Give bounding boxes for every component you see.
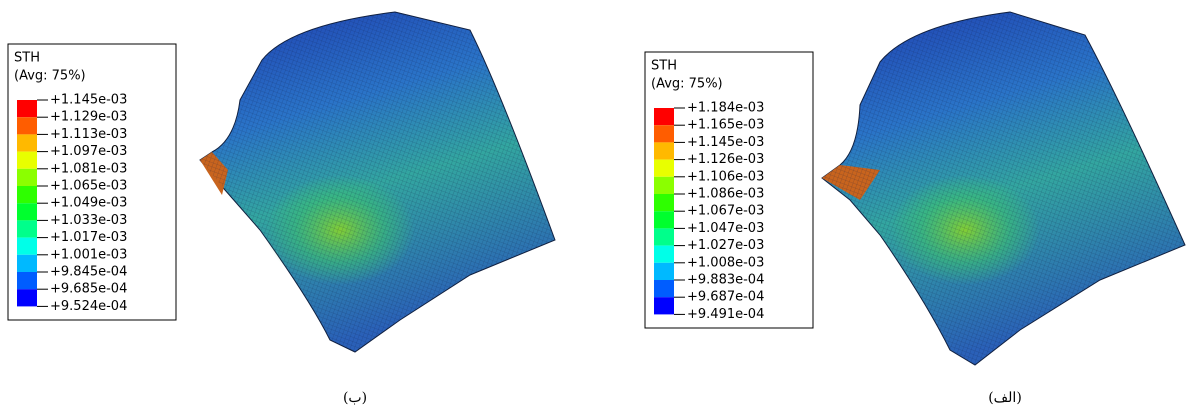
legend-label: +1.067e-03: [687, 204, 764, 219]
legend-label: +9.524e-04: [50, 299, 127, 314]
color-band: [17, 169, 37, 186]
legend-subtitle: (Avg: 75%): [14, 69, 86, 84]
color-band: [17, 272, 37, 289]
color-band: [17, 100, 37, 117]
color-band: [654, 280, 674, 297]
legend-subtitle: (Avg: 75%): [651, 77, 723, 92]
color-band: [654, 108, 674, 125]
legend-label: +1.047e-03: [687, 221, 764, 236]
color-band: [654, 194, 674, 211]
legend-label: +1.033e-03: [50, 213, 127, 228]
legend-label: +9.491e-04: [687, 307, 764, 322]
legend-label: +1.027e-03: [687, 238, 764, 253]
color-band: [17, 255, 37, 272]
legend-label: +9.687e-04: [687, 290, 764, 305]
legend-label: +1.065e-03: [50, 179, 127, 194]
legend-label: +1.184e-03: [687, 101, 764, 116]
color-band: [17, 238, 37, 255]
color-band: [654, 160, 674, 177]
contour-plot: [822, 12, 1185, 365]
legend-label: +1.049e-03: [50, 196, 127, 211]
legend: STH (Avg: 75%) +1.184e-03 +1.165e-03 +1.145e…: [645, 52, 813, 328]
legend-label: +1.097e-03: [50, 144, 127, 159]
color-band: [654, 211, 674, 228]
color-band: [17, 152, 37, 169]
contour-plot: [200, 12, 555, 352]
legend-label: +1.017e-03: [50, 230, 127, 245]
legend-label: +1.113e-03: [50, 127, 127, 142]
legend-label: +1.008e-03: [687, 255, 764, 270]
color-band: [654, 228, 674, 245]
legend-label: +1.145e-03: [50, 93, 127, 108]
color-band: [17, 220, 37, 237]
color-band: [17, 117, 37, 134]
legend-label: +1.001e-03: [50, 247, 127, 262]
legend-label: +9.845e-04: [50, 265, 127, 280]
color-band: [654, 142, 674, 159]
legend-label: +9.883e-04: [687, 273, 764, 288]
legend-label: +1.106e-03: [687, 169, 764, 184]
color-band: [654, 125, 674, 142]
legend-label: +1.129e-03: [50, 110, 127, 125]
color-band: [654, 246, 674, 263]
legend: STH (Avg: 75%) +1.145e-03 +1.129e-03 +1.113e…: [8, 44, 176, 320]
legend-label: +1.081e-03: [50, 161, 127, 176]
figure: STH (Avg: 75%) +1.145e-03 +1.129e-03 +1.113e…: [0, 0, 1191, 414]
legend-label: +1.145e-03: [687, 135, 764, 150]
legend-label: +1.165e-03: [687, 118, 764, 133]
caption: (الف): [988, 390, 1022, 406]
legend-title: STH: [14, 51, 40, 66]
color-band: [17, 289, 37, 306]
color-band: [654, 177, 674, 194]
color-band: [17, 134, 37, 151]
caption: (ب): [343, 390, 367, 406]
color-band: [654, 263, 674, 280]
color-band: [654, 297, 674, 314]
legend-title: STH: [651, 59, 677, 74]
legend-label: +1.086e-03: [687, 187, 764, 202]
color-band: [17, 203, 37, 220]
legend-label: +9.685e-04: [50, 282, 127, 297]
legend-label: +1.126e-03: [687, 152, 764, 167]
color-band: [17, 186, 37, 203]
